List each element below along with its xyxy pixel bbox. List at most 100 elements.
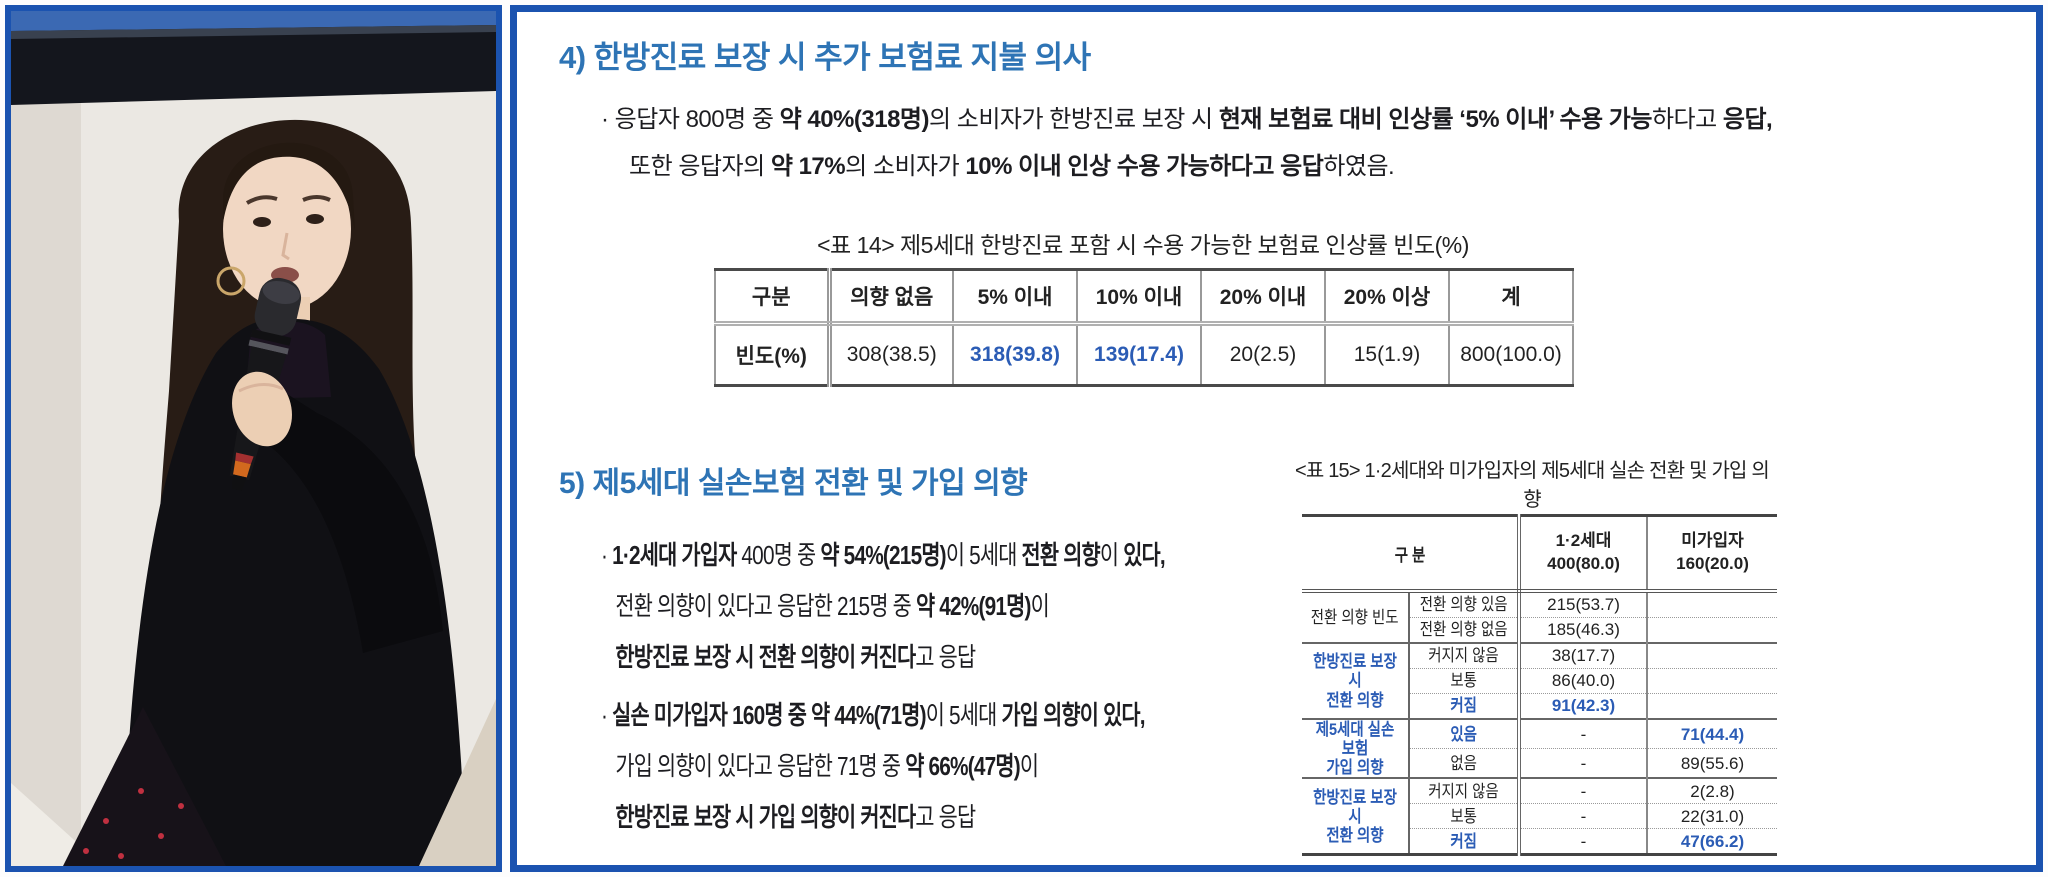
table-cell	[1647, 642, 1778, 669]
table-cell	[1647, 693, 1778, 719]
header-label: 1·2세대	[1555, 531, 1612, 551]
sub-label: 없음	[1409, 748, 1522, 779]
column-header: 계	[1448, 269, 1573, 326]
table-cell: -	[1519, 718, 1649, 749]
table-cell-highlight: 91(42.3)	[1519, 693, 1649, 719]
group-label: 제5세대 실손보험 가입 의향	[1302, 717, 1410, 779]
table-15-caption: <표 15> 1·2세대와 미가입자의 제5세대 실손 전환 및 가입 의향	[1294, 460, 1770, 511]
column-header: 20% 이상	[1324, 269, 1449, 326]
beam-highlight	[11, 25, 496, 39]
table-cell-highlight: 139(17.4)	[1076, 323, 1201, 386]
hoop-earring	[216, 266, 246, 296]
header-count: 160(20.0)	[1676, 554, 1749, 573]
sub-label: 보통	[1409, 803, 1522, 829]
blue-wall-strip	[11, 11, 496, 31]
hand	[232, 371, 292, 447]
light-wedge	[419, 699, 496, 866]
report-panel: 4) 한방진료 보장 시 추가 보험료 지불 의사 · 응답자 800명 중 약…	[510, 5, 2043, 872]
microphone-grille	[262, 280, 300, 305]
column-header: 5% 이내	[952, 269, 1077, 326]
microphone-cap	[231, 474, 247, 491]
left-eyebrow	[245, 195, 278, 205]
finger-lines	[238, 383, 284, 393]
column-header: 10% 이내	[1076, 269, 1201, 326]
group-label: 전환 의향 빈도	[1302, 591, 1410, 643]
column-header: 미가입자 160(20.0)	[1647, 515, 1778, 593]
bullet-line: 가입 의향이 있다고 응답한 71명 중 약 66%(47명)이	[615, 751, 1039, 781]
table-cell: 22(31.0)	[1647, 803, 1778, 829]
right-eye	[306, 214, 324, 224]
table-cell: -	[1519, 828, 1649, 855]
group-label: 한방진료 보장 시 전환 의향	[1302, 777, 1410, 855]
speaker-photo	[5, 5, 502, 872]
sub-label-highlight: 커짐	[1409, 693, 1522, 719]
bangs	[223, 142, 355, 231]
section-5-bullet-2: · 실손 미가입자 160명 중 약 44%(71명)이 5세대 가입 의향이 …	[601, 690, 1281, 843]
table-cell-highlight: 71(44.4)	[1647, 718, 1778, 749]
table-cell: 185(46.3)	[1519, 617, 1649, 643]
table-row: 없음 - 89(55.6)	[1302, 748, 1778, 779]
table-cell: 15(1.9)	[1324, 323, 1449, 386]
sub-label: 전환 의향 없음	[1409, 617, 1522, 643]
right-eyebrow	[302, 195, 331, 202]
black-blazer	[123, 318, 466, 866]
table-cell: 86(40.0)	[1519, 668, 1649, 694]
table-cell	[1647, 591, 1777, 618]
column-header: 1·2세대 400(80.0)	[1519, 515, 1649, 593]
sub-label: 커지지 않음	[1409, 642, 1522, 669]
sub-label: 커지지 않음	[1409, 777, 1522, 804]
table-cell-highlight: 47(66.2)	[1647, 828, 1778, 855]
sub-label: 전환 의향 있음	[1409, 591, 1522, 618]
left-eye	[253, 217, 271, 227]
group-label: 한방진료 보장 시 전환 의향	[1302, 642, 1410, 719]
table-cell: 20(2.5)	[1200, 323, 1325, 386]
column-header: 구분	[715, 269, 832, 326]
table-cell: -	[1519, 803, 1649, 829]
header-label: 미가입자	[1681, 531, 1744, 551]
speaker-illustration	[11, 11, 496, 866]
microphone-orange-band	[233, 460, 251, 478]
table-row: 보통 - 22(31.0)	[1302, 803, 1778, 829]
table-cell	[1647, 668, 1778, 694]
bullet-line: · 실손 미가입자 160명 중 약 44%(71명)이 5세대 가입 의향이 …	[601, 700, 1146, 730]
table-row: 전환 의향 없음 185(46.3)	[1302, 617, 1778, 643]
section-5-heading: 5) 제5세대 실손보험 전환 및 가입 의향	[559, 467, 1028, 500]
table-cell: -	[1519, 748, 1649, 779]
column-header: 20% 이내	[1200, 269, 1325, 326]
patterned-skirt	[63, 707, 226, 866]
table-14: 구분 의향 없음 5% 이내 10% 이내 20% 이내 20% 이상 계 빈도…	[714, 268, 1574, 387]
bullet-line: 또한 응답자의 약 17%의 소비자가 10% 이내 인상 수용 가능하다고 응…	[629, 153, 1395, 180]
table-cell: 89(55.6)	[1647, 748, 1778, 779]
table-row: 한방진료 보장 시 전환 의향 커지지 않음 38(17.7)	[1302, 642, 1778, 719]
table-row: 한방진료 보장 시 전환 의향 커지지 않음 - 2(2.8)	[1302, 777, 1778, 855]
table-cell	[1647, 617, 1778, 643]
column-header: 의향 없음	[828, 269, 953, 326]
table-14-header-row: 구분 의향 없음 5% 이내 10% 이내 20% 이내 20% 이상 계	[715, 269, 1573, 326]
header-label: 구 분	[1394, 545, 1425, 565]
table-15: 구 분 1·2세대 400(80.0) 미가입자 160(20.0) 전환 의향…	[1302, 514, 1778, 857]
red-dots	[83, 788, 184, 859]
wall-shade	[11, 103, 81, 866]
bullet-line: 한방진료 보장 시 전환 의향이 커진다고 응답	[615, 642, 976, 672]
sub-label: 보통	[1409, 668, 1522, 694]
section-4-bullet: · 응답자 800명 중 약 40%(318명)의 소비자가 한방진료 보장 시…	[601, 96, 1773, 190]
column-header: 구 분	[1302, 515, 1522, 593]
dark-ceiling-beam	[11, 25, 496, 105]
table-row: 커짐 91(42.3)	[1302, 693, 1778, 719]
section-5-bullet-1: · 1·2세대 가입자 400명 중 약 54%(215명)이 5세대 전환 의…	[601, 530, 1306, 683]
row-label: 빈도(%)	[715, 323, 832, 386]
table-cell: -	[1519, 777, 1649, 804]
nose	[281, 232, 290, 261]
table-cell: 215(53.7)	[1519, 591, 1649, 618]
table-row: 제5세대 실손보험 가입 의향 있음 - 71(44.4)	[1302, 717, 1778, 779]
bullet-line: · 1·2세대 가입자 400명 중 약 54%(215명)이 5세대 전환 의…	[601, 540, 1166, 570]
table-row: 보통 86(40.0)	[1302, 668, 1778, 694]
bullet-line: 전환 의향이 있다고 응답한 215명 중 약 42%(91명)이	[615, 591, 1049, 621]
bullet-line: 한방진료 보장 시 가입 의향이 커진다고 응답	[615, 802, 976, 832]
table-cell-highlight: 318(39.8)	[952, 323, 1077, 386]
table-row: 커짐 - 47(66.2)	[1302, 828, 1778, 855]
sub-label-highlight: 있음	[1409, 718, 1522, 749]
table-cell: 2(2.8)	[1647, 777, 1778, 804]
table-row: 전환 의향 빈도 전환 의향 있음 215(53.7)	[1302, 591, 1777, 643]
